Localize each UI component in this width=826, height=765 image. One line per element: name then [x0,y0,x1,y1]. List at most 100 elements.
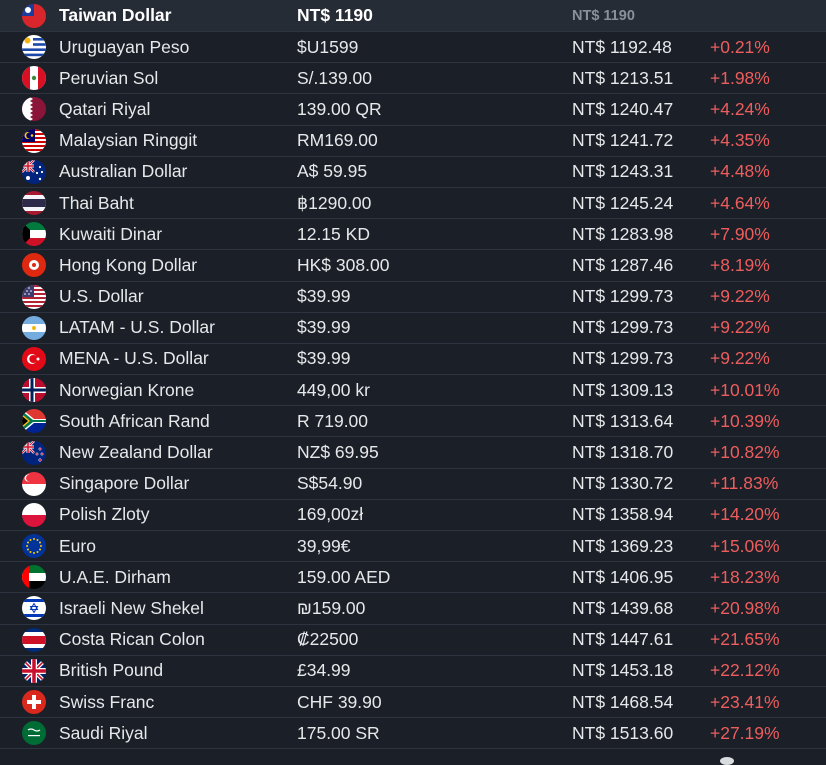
price-difference-percent: +4.24% [710,98,770,119]
currency-local-price: 175.00 SR [297,722,380,743]
price-difference-percent: +10.82% [710,442,780,463]
currency-local-price: £34.99 [297,660,351,681]
price-difference-percent: +23.41% [710,691,780,712]
currency-local-price: 12.15 KD [297,223,370,244]
hong-kong-flag-icon [22,253,46,278]
currency-name: Euro [59,535,96,556]
currency-converted-price: NT$ 1299.73 [572,286,674,307]
new-zealand-flag-icon [22,440,46,465]
base-currency-price: NT$ 1190 [297,5,373,25]
currency-local-price: A$ 59.95 [297,161,368,182]
currency-name: U.S. Dollar [59,286,144,307]
currency-name: Qatari Riyal [59,98,151,119]
currency-local-price: $U1599 [297,36,359,57]
peru-flag-icon [22,66,46,91]
uruguay-flag-icon [22,35,46,60]
price-difference-percent: +10.39% [710,410,780,431]
norway-flag-icon [22,378,46,403]
currency-name: South African Rand [59,410,210,431]
currency-name: Swiss Franc [59,691,155,712]
currency-converted-price: NT$ 1513.60 [572,722,674,743]
currency-row: South African Rand R 719.00 NT$ 1313.64 +10… [0,406,826,438]
thailand-flag-icon [22,191,46,216]
currency-row: Hong Kong Dollar HK$ 308.00 NT$ 1287.46 +8.… [0,250,826,282]
currency-name: U.A.E. Dirham [59,566,171,587]
south-africa-flag-icon [22,409,46,434]
price-difference-percent: +9.22% [710,286,770,307]
costa-rica-flag-icon [22,627,46,652]
currency-row: Swiss Franc CHF 39.90 NT$ 1468.54 +23.41% [0,687,826,719]
singapore-flag-icon [22,471,46,496]
currency-name: LATAM - U.S. Dollar [59,317,215,338]
currency-row: MENA - U.S. Dollar $39.99 NT$ 1299.73 +9.22… [0,344,826,376]
currency-row: Malaysian Ringgit RM169.00 NT$ 1241.72 +4.3… [0,126,826,157]
currency-name: Costa Rican Colon [59,629,205,650]
price-difference-percent: +18.23% [710,566,780,587]
price-difference-percent: +4.35% [710,130,770,151]
currency-local-price: R 719.00 [297,410,369,431]
base-currency-converted: NT$ 1190 [572,7,635,24]
currency-converted-price: NT$ 1283.98 [572,223,674,244]
currency-name: Saudi Riyal [59,722,148,743]
price-difference-percent: +11.83% [710,473,779,494]
currency-name: Polish Zloty [59,504,150,525]
currency-name: Israeli New Shekel [59,597,204,618]
currency-row: Euro 39,99€ NT$ 1369.23 +15.06% [0,531,826,563]
currency-local-price: HK$ 308.00 [297,254,390,275]
price-difference-percent: +4.48% [710,161,770,182]
currency-converted-price: NT$ 1192.48 [572,36,672,57]
currency-row: LATAM - U.S. Dollar $39.99 NT$ 1299.73 +9.2… [0,313,826,344]
currency-local-price: 159.00 AED [297,566,391,587]
currency-converted-price: NT$ 1287.46 [572,254,674,275]
currency-name: Hong Kong Dollar [59,254,198,275]
price-difference-percent: +14.20% [710,504,780,525]
price-difference-percent: +4.64% [710,192,770,213]
kuwait-flag-icon [22,222,46,247]
currency-converted-price: NT$ 1468.54 [572,691,674,712]
currency-row: Qatari Riyal 139.00 QR NT$ 1240.47 +4.24% [0,94,826,126]
currency-converted-price: NT$ 1406.95 [572,566,674,587]
currency-row: British Pound £34.99 NT$ 1453.18 +22.12% [0,656,826,687]
currency-converted-price: NT$ 1453.18 [572,660,674,681]
usa-flag-icon [22,284,46,309]
currency-name: MENA - U.S. Dollar [59,348,209,369]
argentina-flag-icon [22,315,46,340]
currency-converted-price: NT$ 1243.31 [572,161,674,182]
australia-flag-icon [22,159,46,184]
eu-flag-icon [22,534,46,559]
price-difference-percent: +0.21% [710,36,770,57]
price-difference-percent: +8.19% [710,254,770,275]
currency-name: Uruguayan Peso [59,36,190,57]
price-difference-percent: +9.22% [710,317,770,338]
currency-row: Peruvian Sol S/.139.00 NT$ 1213.51 +1.98% [0,63,826,95]
israel-flag-icon [22,596,46,621]
currency-converted-price: NT$ 1309.13 [572,379,674,400]
poland-flag-icon [22,502,46,527]
currency-name: Thai Baht [59,192,134,213]
partial-flag-icon [720,757,734,765]
currency-row: Thai Baht ฿1290.00 NT$ 1245.24 +4.64% [0,188,826,220]
currency-converted-price: NT$ 1358.94 [572,504,674,525]
currency-local-price: ฿1290.00 [297,192,372,213]
currency-converted-price: NT$ 1241.72 [572,130,674,151]
currency-name: Malaysian Ringgit [59,130,198,151]
currency-converted-price: NT$ 1447.61 [572,629,674,650]
currency-row: Polish Zloty 169,00zł NT$ 1358.94 +14.20% [0,500,826,531]
currency-converted-price: NT$ 1330.72 [572,473,674,494]
currency-local-price: S/.139.00 [297,67,372,88]
currency-row: Saudi Riyal 175.00 SR NT$ 1513.60 +27.19% [0,718,826,750]
currency-row: Uruguayan Peso $U1599 NT$ 1192.48 +0.21% [0,32,826,64]
currency-local-price: CHF 39.90 [297,691,382,712]
currency-row: Kuwaiti Dinar 12.15 KD NT$ 1283.98 +7.90% [0,219,826,251]
currency-row: Norwegian Krone 449,00 kr NT$ 1309.13 +10.0… [0,375,826,407]
currency-local-price: $39.99 [297,348,351,369]
currency-name: Australian Dollar [59,161,188,182]
currency-converted-price: NT$ 1369.23 [572,535,674,556]
currency-name: Peruvian Sol [59,67,159,88]
price-difference-percent: +9.22% [710,348,770,369]
currency-local-price: $39.99 [297,317,351,338]
currency-local-price: ₪159.00 [297,597,366,618]
currency-name: Singapore Dollar [59,473,190,494]
price-difference-percent: +20.98% [710,597,780,618]
currency-name: British Pound [59,660,164,681]
